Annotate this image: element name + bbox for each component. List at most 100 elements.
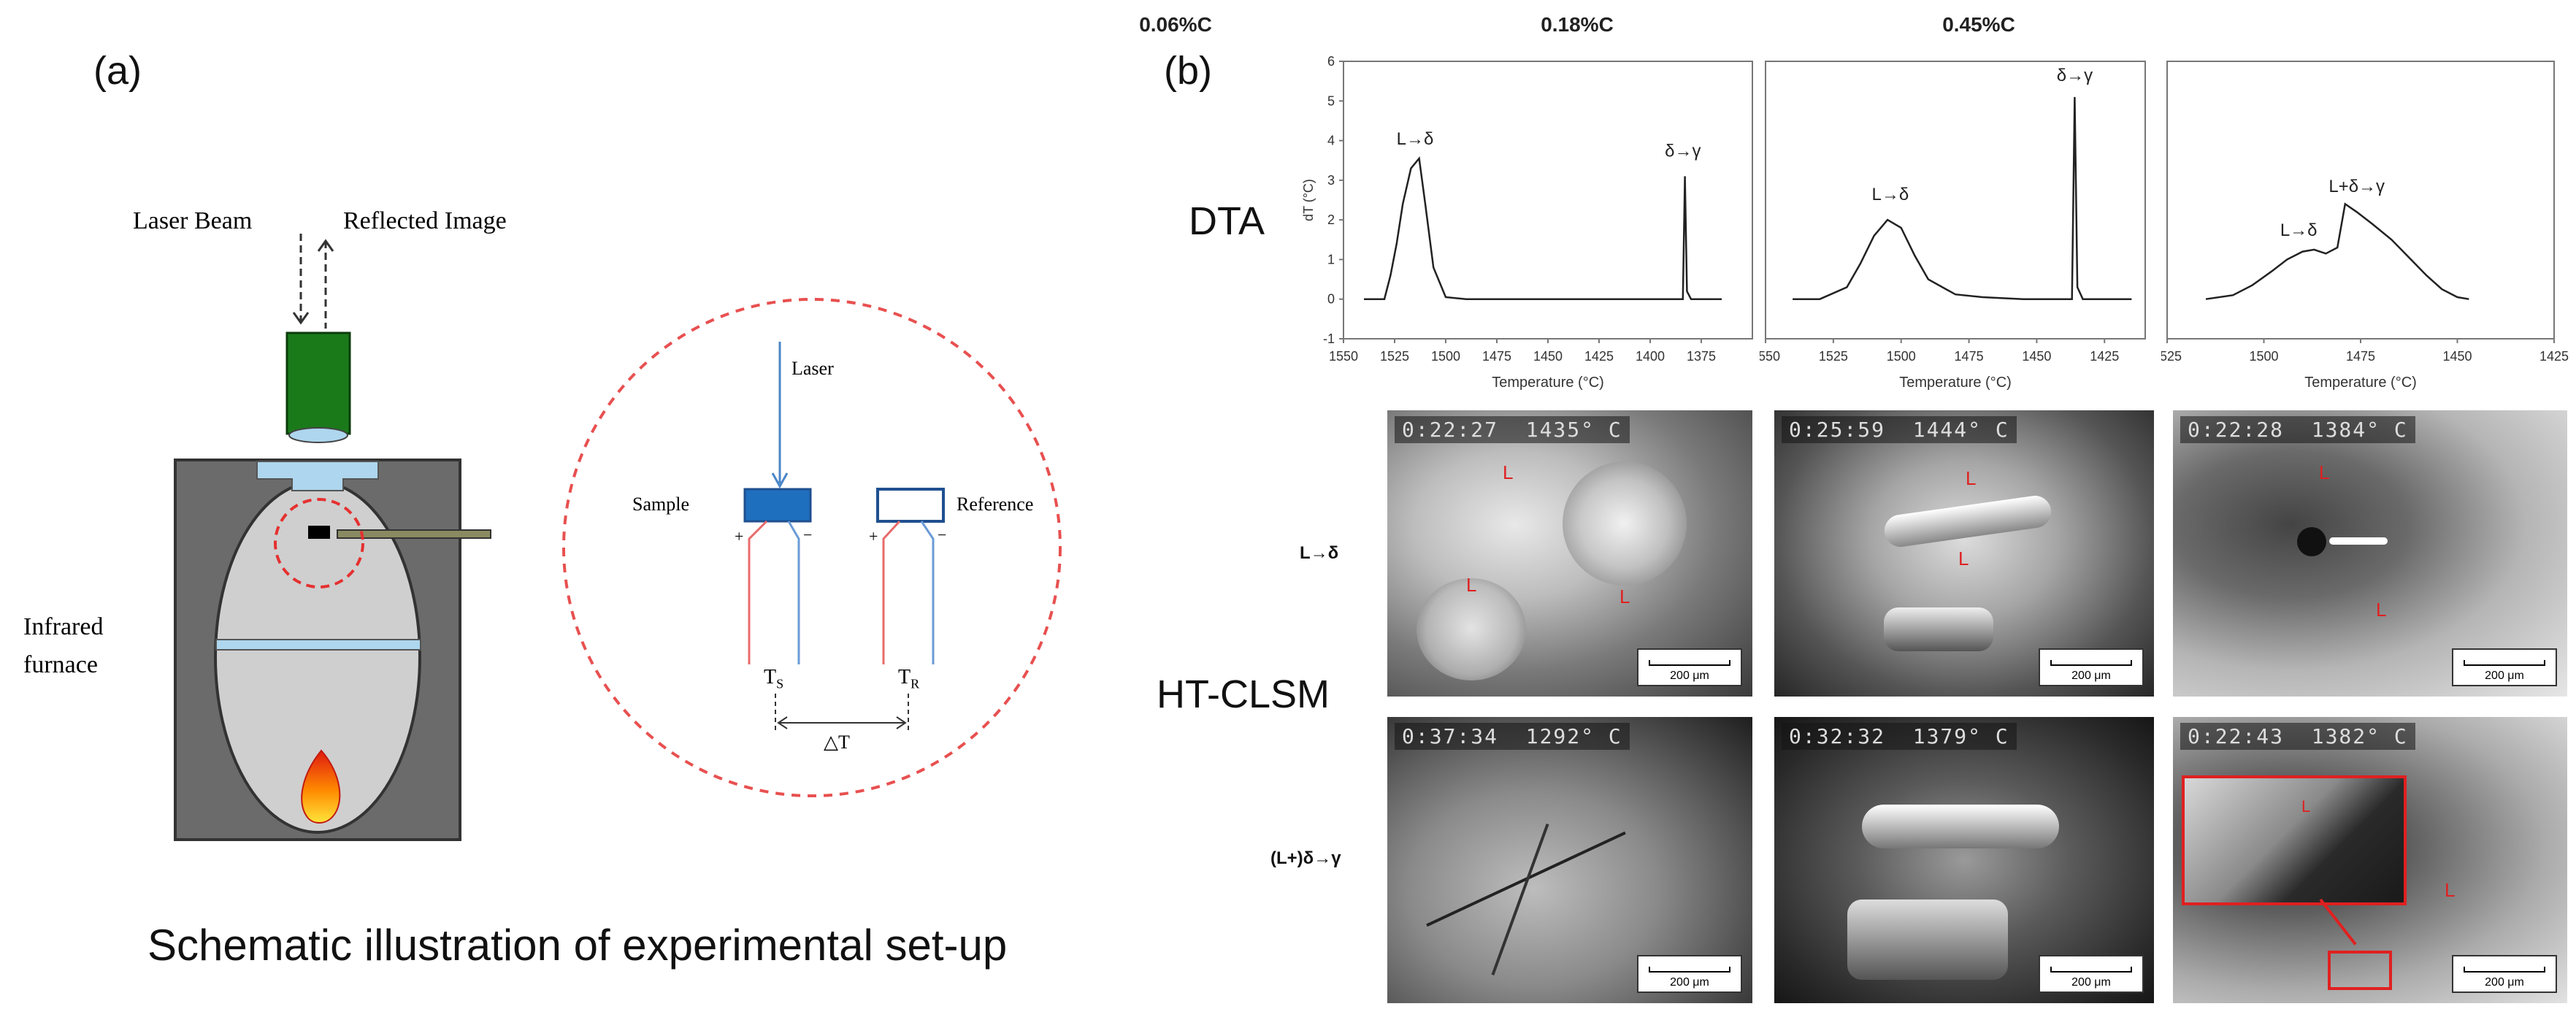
- micrograph-4: 0:37:34 1292° C 200 μm: [1387, 717, 1752, 1003]
- scale-bar: 200 μm: [1637, 955, 1742, 993]
- phase-label: L: [2376, 599, 2387, 621]
- infrared-furnace-label-2: furnace: [23, 651, 98, 678]
- sample-minus-sign: −: [803, 526, 813, 544]
- phase-label: L: [1503, 461, 1514, 483]
- phase-label: L: [1966, 467, 1977, 489]
- y-tick-label: -1: [1323, 331, 1335, 346]
- x-tick-label: 1375: [1687, 349, 1716, 364]
- peak-annotation: δ→γ: [1665, 141, 1701, 161]
- tr-label: TR: [898, 666, 920, 691]
- reflected-image-label: Reflected Image: [343, 207, 507, 234]
- infrared-furnace-label-1: Infrared: [23, 613, 104, 640]
- y-tick-label: 6: [1327, 54, 1335, 69]
- sample-block: [743, 488, 812, 523]
- x-tick-label: 1400: [1636, 349, 1665, 364]
- column-header-1: 0.06%C: [1139, 13, 1212, 36]
- inset-reference-label: Reference: [957, 494, 1034, 515]
- delta-t-label: △T: [824, 732, 850, 753]
- micrograph-5: 0:32:32 1379° C 200 μm: [1774, 717, 2154, 1003]
- x-tick-label: 1425: [2090, 349, 2119, 364]
- quartz-window: [256, 461, 379, 491]
- micrograph-6-osd: 0:22:43 1382° C: [2180, 723, 2415, 750]
- inset-laser-label: Laser: [791, 358, 834, 379]
- peak-annotation: L→δ: [2280, 220, 2318, 240]
- column-header-2: 0.18%C: [1541, 13, 1614, 36]
- x-tick-label: 1525: [1380, 349, 1409, 364]
- sample-crucible: [308, 526, 330, 539]
- phase-label: L: [2319, 461, 2330, 483]
- micrograph-1-osd: 0:22:27 1435° C: [1395, 416, 1630, 443]
- x-tick-label: 1550: [1329, 349, 1358, 364]
- x-axis-label: Temperature (°C): [2304, 375, 2417, 391]
- thermocouple-rod: [337, 529, 491, 539]
- phase-label: L: [2301, 797, 2311, 816]
- reflected-image-arrow: [317, 239, 334, 329]
- x-tick-label: 1450: [2022, 349, 2051, 364]
- column-header-3: 0.45%C: [1942, 13, 2015, 36]
- flame-icon: [301, 749, 341, 824]
- laser-beam-arrow: [292, 234, 310, 325]
- micrograph-6: L 0:22:43 1382° C L 200 μm: [2173, 717, 2567, 1003]
- zoomed-inset: L: [2182, 775, 2407, 905]
- reference-plus-sign: +: [869, 527, 878, 545]
- y-tick-label: 5: [1327, 93, 1335, 108]
- zoom-circle-small: [274, 498, 364, 588]
- scale-bar: 200 μm: [1637, 648, 1742, 686]
- dta-curve: [1364, 156, 1722, 300]
- dta-curve: [2205, 202, 2469, 300]
- dta-label: DTA: [1189, 199, 1265, 243]
- objective-lens: [285, 331, 351, 435]
- micrograph-5-osd: 0:32:32 1379° C: [1782, 723, 2017, 750]
- y-axis-label: dT (°C): [1301, 179, 1316, 221]
- micrograph-2: 0:25:59 1444° C L L 200 μm: [1774, 410, 2154, 697]
- dta-chart-0.18C: 1550 1525 1500 1475 1450 1425 Temperature (°C)…: [1760, 61, 2146, 391]
- x-tick-label: 1450: [2442, 349, 2472, 364]
- micrograph-4-osd: 0:37:34 1292° C: [1395, 723, 1630, 750]
- dta-curve: [1793, 96, 2132, 300]
- x-tick-label: 1525: [2161, 349, 2182, 364]
- figure-caption: Schematic illustration of experimental s…: [147, 921, 1008, 970]
- micrograph-1: 0:22:27 1435° C L L L 200 μm: [1387, 410, 1752, 697]
- panel-a-label: (a): [93, 49, 142, 93]
- x-tick-label: 1475: [1955, 349, 1984, 364]
- dta-chart-0.06C: 1550 1525 1500 1475 1450 1425 1400 1375 -1 0 1 2 3 4 5…: [1301, 54, 1753, 391]
- peak-annotation: L→δ: [1397, 129, 1434, 149]
- x-axis-label: Temperature (°C): [1492, 375, 1604, 391]
- ts-label: TS: [764, 666, 784, 691]
- y-tick-label: 4: [1327, 134, 1335, 148]
- x-tick-label: 1425: [2539, 349, 2569, 364]
- row-label-l-delta: L→δ: [1300, 543, 1339, 563]
- x-tick-label: 1550: [1760, 349, 1780, 364]
- furnace-schematic: [174, 234, 1062, 841]
- plot-frame: [1765, 61, 2146, 340]
- micrograph-3-osd: 0:22:28 1384° C: [2180, 416, 2415, 443]
- x-tick-label: 1500: [2249, 349, 2278, 364]
- inset-sample-label: Sample: [632, 494, 689, 515]
- scale-bar: 200 μm: [2452, 648, 2557, 686]
- x-tick-label: 1425: [1584, 349, 1614, 364]
- y-tick-label: 3: [1327, 173, 1335, 188]
- row-label-l-delta-gamma: (L+)δ→γ: [1270, 848, 1341, 868]
- dta-chart-0.45C: 1525 1500 1475 1450 1425 Temperature (°C) L→δ L…: [2161, 61, 2569, 391]
- phase-label: L: [1958, 548, 1969, 569]
- micrograph-3: 0:22:28 1384° C L L 200 μm: [2173, 410, 2567, 697]
- micrograph-2-osd: 0:25:59 1444° C: [1782, 416, 2017, 443]
- peak-annotation: L+δ→γ: [2328, 177, 2385, 196]
- scale-bar: 200 μm: [2039, 648, 2144, 686]
- x-axis-label: Temperature (°C): [1899, 375, 2012, 391]
- sample-plus-sign: +: [735, 527, 744, 545]
- x-tick-label: 1475: [2346, 349, 2375, 364]
- y-tick-label: 2: [1327, 212, 1335, 227]
- scale-bar: 200 μm: [2452, 955, 2557, 993]
- laser-beam-label: Laser Beam: [133, 207, 253, 234]
- x-tick-label: 1475: [1482, 349, 1511, 364]
- plot-frame: [2166, 61, 2555, 340]
- phase-label: L: [1466, 574, 1477, 596]
- sample-holder: [215, 639, 421, 651]
- reference-block: [876, 488, 945, 523]
- peak-annotation: δ→γ: [2057, 66, 2093, 85]
- phase-label: L: [1619, 586, 1630, 607]
- x-tick-label: 1500: [1431, 349, 1460, 364]
- x-tick-label: 1450: [1533, 349, 1563, 364]
- peak-annotation: L→δ: [1871, 185, 1909, 204]
